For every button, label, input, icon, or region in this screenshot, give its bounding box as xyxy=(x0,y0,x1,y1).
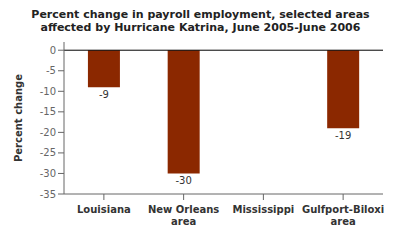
svg-text:New Orleansarea: New Orleansarea xyxy=(148,204,219,227)
svg-text:-20: -20 xyxy=(40,127,56,138)
svg-text:Louisiana: Louisiana xyxy=(77,204,131,215)
svg-text:-30: -30 xyxy=(176,175,192,186)
svg-text:Gulfport-Biloxiarea: Gulfport-Biloxiarea xyxy=(302,204,384,227)
html-text:affected by Hurricane Katrina,: affected by Hurricane Katrina, June 2005… xyxy=(40,21,361,34)
svg-text:-25: -25 xyxy=(40,147,56,158)
svg-text:Mississippi: Mississippi xyxy=(232,204,294,215)
html-text:Percent change in payroll empl: Percent change in payroll employment, se… xyxy=(31,8,370,21)
svg-text:Percent change: Percent change xyxy=(13,74,24,162)
svg-text:-10: -10 xyxy=(40,86,56,97)
svg-text:-5: -5 xyxy=(46,65,56,76)
svg-text:-15: -15 xyxy=(40,106,56,117)
svg-text:-30: -30 xyxy=(40,168,56,179)
svg-text:-9: -9 xyxy=(99,89,109,100)
svg-text:0: 0 xyxy=(50,45,56,56)
svg-text:-35: -35 xyxy=(40,189,56,200)
svg-text:-19: -19 xyxy=(335,130,351,141)
